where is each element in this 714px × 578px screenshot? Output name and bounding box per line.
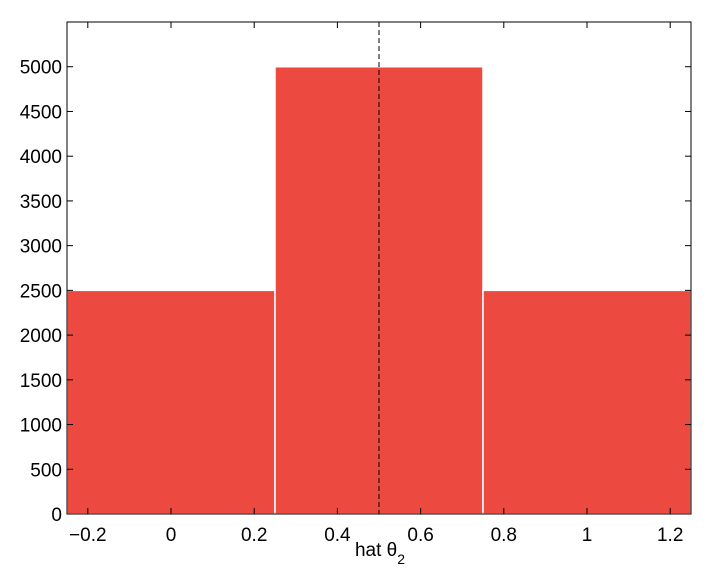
x-tick-label: −0.2 — [69, 525, 107, 546]
x-axis-label: hat θ2 — [355, 540, 405, 567]
y-tick-label: 2500 — [20, 281, 62, 302]
y-tick-label: 1500 — [20, 371, 62, 392]
x-axis-label-subscript: 2 — [397, 551, 405, 567]
x-tick-label: 0 — [166, 525, 177, 546]
x-tick-label: 0.2 — [241, 525, 267, 546]
bar — [66, 289, 276, 515]
x-tick-label: 0.8 — [491, 525, 517, 546]
y-tick-label: 2000 — [20, 326, 62, 347]
bar — [482, 289, 692, 515]
y-tick-label: 0 — [51, 505, 62, 526]
x-tick-label: 0.6 — [407, 525, 433, 546]
y-tick-label: 3000 — [20, 237, 62, 258]
y-tick-label: 3500 — [20, 192, 62, 213]
y-tick-label: 500 — [30, 460, 62, 481]
y-tick-label: 1000 — [20, 416, 62, 437]
y-tick-label: 4000 — [20, 147, 62, 168]
y-tick-label: 4500 — [20, 102, 62, 123]
x-axis-label-main: hat θ — [355, 540, 397, 561]
plot-frame — [66, 21, 692, 515]
x-tick-label: 1.2 — [657, 525, 683, 546]
y-tick-label: 5000 — [20, 58, 62, 79]
x-tick-label: 1 — [582, 525, 593, 546]
x-tick-label: 0.4 — [324, 525, 351, 546]
